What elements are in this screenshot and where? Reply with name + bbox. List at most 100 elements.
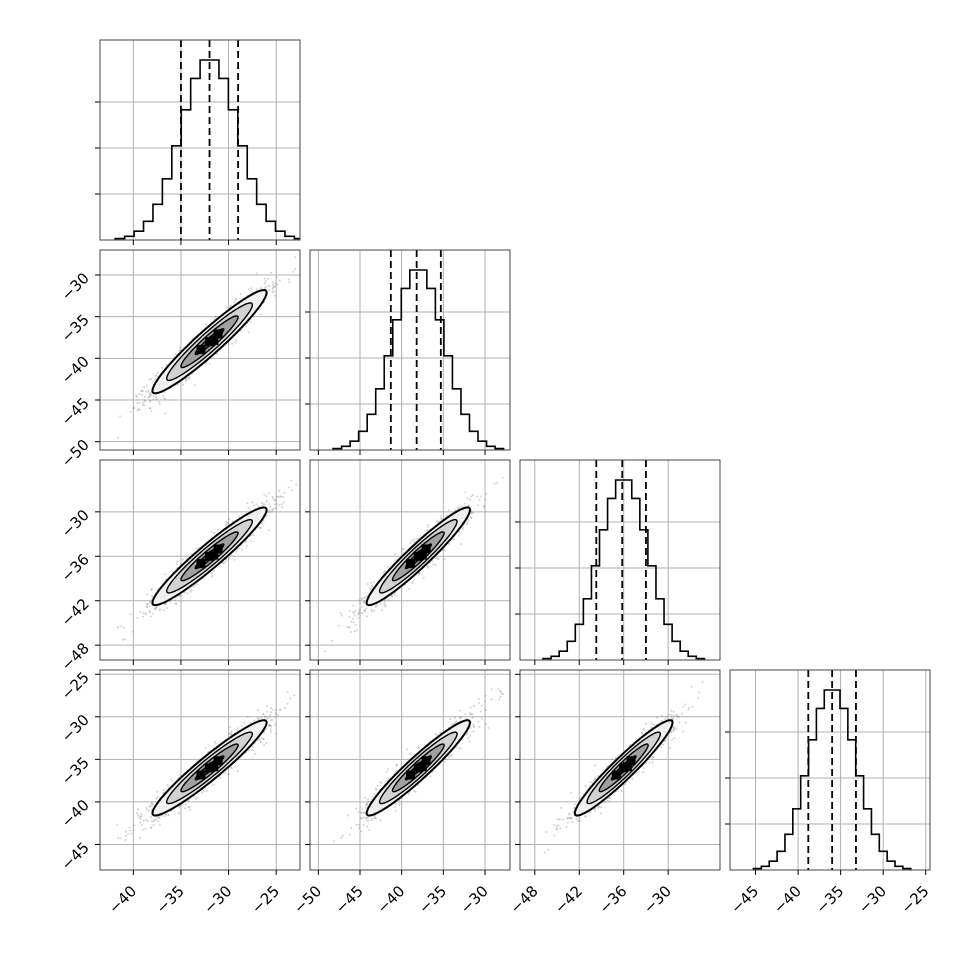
scatter-point	[363, 600, 366, 603]
density-peak	[196, 559, 206, 569]
scatter-point	[229, 726, 232, 728]
scatter-point	[282, 501, 285, 504]
density-peak	[213, 544, 223, 554]
scatter-point	[416, 537, 419, 540]
scatter-point	[375, 604, 378, 607]
scatter-point	[141, 403, 144, 406]
scatter-point	[132, 829, 135, 832]
scatter-point	[257, 718, 260, 720]
scatter-point	[438, 520, 441, 523]
scatter-point	[467, 519, 470, 522]
histogram-panel	[515, 459, 721, 665]
scatter-point	[348, 626, 350, 629]
scatter-point	[152, 824, 155, 827]
scatter-point	[470, 512, 472, 515]
scatter-point	[179, 349, 181, 352]
scatter-point	[337, 624, 340, 627]
scatter-point	[138, 408, 141, 411]
scatter-point	[409, 541, 412, 544]
scatter-point	[148, 396, 151, 399]
scatter-point	[263, 731, 266, 734]
panel-frame	[99, 39, 301, 241]
scatter-point	[153, 607, 156, 610]
scatter-point	[225, 560, 228, 563]
scatter-point	[447, 542, 450, 545]
scatter-point	[393, 593, 396, 596]
scatter-point	[174, 353, 177, 355]
scatter-point	[233, 765, 236, 768]
scatter-point	[467, 504, 470, 507]
scatter-point	[143, 404, 146, 407]
density-peak	[421, 544, 431, 554]
scatter-point	[411, 539, 414, 542]
panel-frame	[519, 459, 721, 661]
scatter-point	[145, 613, 148, 616]
scatter-point	[444, 549, 447, 552]
scatter-point	[204, 747, 207, 750]
scatter-point	[434, 557, 437, 560]
scatter-point	[267, 511, 270, 514]
scatter-point	[339, 612, 342, 615]
scatter-point	[252, 534, 255, 537]
scatter-point	[213, 317, 216, 320]
scatter-point	[269, 707, 272, 710]
scatter-point	[219, 776, 222, 779]
scatter-point	[133, 406, 136, 409]
scatter-point	[476, 495, 479, 498]
scatter-point	[147, 391, 149, 394]
scatter-point	[271, 281, 274, 284]
scatter-point	[291, 270, 294, 273]
scatter-point	[264, 287, 266, 290]
scatter-point	[119, 415, 122, 418]
scatter-point	[241, 548, 244, 551]
scatter-point	[214, 315, 217, 318]
scatter-point	[137, 408, 140, 411]
scatter-point	[144, 390, 147, 393]
panel-frame	[309, 459, 511, 661]
scatter-point	[147, 396, 150, 399]
scatter-point	[413, 538, 416, 541]
scatter-point	[275, 276, 278, 279]
scatter-point	[362, 601, 365, 603]
scatter-point	[363, 609, 366, 612]
scatter-point	[456, 507, 459, 510]
scatter-point	[254, 752, 257, 755]
scatter-point	[226, 522, 229, 525]
scatter-point	[446, 514, 449, 517]
scatter-point	[150, 599, 153, 601]
scatter-point	[266, 718, 268, 721]
scatter-point	[352, 604, 355, 607]
scatter-point	[440, 515, 443, 518]
scatter-point	[418, 572, 421, 575]
scatter-point	[247, 331, 250, 334]
scatter-point	[372, 581, 375, 584]
scatter-point	[364, 610, 367, 613]
scatter-point	[294, 256, 297, 259]
scatter-point	[173, 599, 176, 602]
scatter-point	[149, 393, 152, 396]
scatter-point	[268, 509, 271, 512]
scatter-point	[382, 571, 385, 573]
scatter-point	[150, 802, 153, 805]
scatter-point	[208, 362, 211, 365]
scatter-point	[324, 650, 327, 653]
scatter-point	[460, 543, 462, 545]
scatter-point	[133, 824, 136, 827]
scatter-point	[229, 304, 232, 307]
scatter-point	[154, 396, 157, 399]
scatter-point	[255, 272, 258, 275]
scatter-point	[129, 410, 132, 413]
scatter-point	[228, 732, 231, 735]
scatter-point	[181, 383, 184, 386]
scatter-point	[265, 499, 268, 502]
scatter-point	[249, 289, 252, 292]
scatter-point	[255, 503, 258, 506]
scatter-point	[466, 497, 469, 500]
scatter-point	[457, 505, 460, 508]
scatter-point	[151, 612, 154, 615]
scatter-point	[412, 580, 415, 583]
scatter-point	[263, 744, 266, 746]
density-peak	[406, 559, 416, 569]
scatter-point	[273, 294, 276, 297]
scatter-point	[143, 386, 146, 389]
